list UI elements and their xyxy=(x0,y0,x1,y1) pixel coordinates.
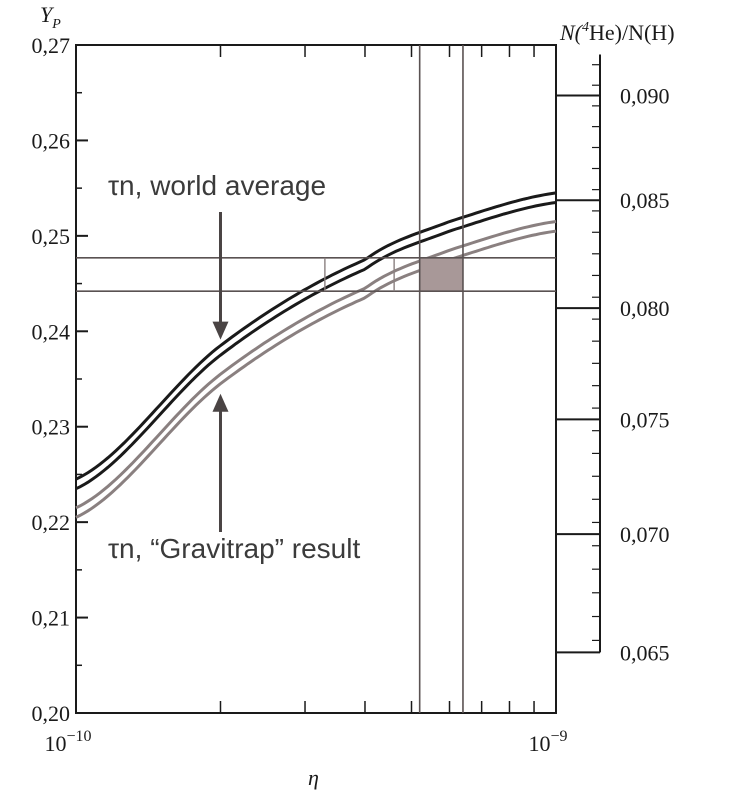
x-tick-label: 10−10 xyxy=(44,728,91,756)
y2-tick-label: 0,090 xyxy=(620,84,670,109)
y2-axis-title: N(4He)/N(H) xyxy=(559,20,675,45)
series-line-1 xyxy=(75,191,557,481)
x-tick-label: 10−9 xyxy=(528,728,567,756)
band-group xyxy=(76,45,556,713)
series-line-3 xyxy=(75,220,557,510)
y-tick-label: 0,27 xyxy=(32,33,71,58)
y2-tick-label: 0,065 xyxy=(620,640,670,665)
annotation-gravitrap: τn, “Gravitrap” result xyxy=(108,533,360,564)
annotation-group: τn, world average τn, “Gravitrap” result xyxy=(108,170,360,564)
plot-frame xyxy=(75,44,557,714)
y2-tick-label: 0,075 xyxy=(620,407,670,432)
y-tick-label: 0,21 xyxy=(32,606,71,631)
plot-area xyxy=(75,44,557,714)
annotation-world-average: τn, world average xyxy=(108,170,326,201)
shaded-region xyxy=(419,257,463,292)
series-line-2 xyxy=(75,201,557,491)
y-tick-label: 0,25 xyxy=(32,224,71,249)
y-tick-label: 0,26 xyxy=(32,128,71,153)
arrow-up-head xyxy=(212,393,229,412)
tick-group: 0,20 0,21 0,22 0,23 0,24 0,25 0,26 0,27 0,065 0,0… xyxy=(32,33,670,756)
y-tick-label: 0,23 xyxy=(32,415,71,440)
y2-tick-label: 0,085 xyxy=(620,188,670,213)
y-tick-label: 0,22 xyxy=(32,510,71,535)
series-line-4 xyxy=(75,229,557,519)
y-tick-label: 0,20 xyxy=(32,701,71,726)
arrow-down-head xyxy=(212,321,229,340)
y2-tick-label: 0,080 xyxy=(620,296,670,321)
x-axis-title: η xyxy=(308,765,319,790)
y2-tick-label: 0,070 xyxy=(620,522,670,547)
y-axis-title: YP xyxy=(40,2,61,32)
series-group xyxy=(75,191,557,519)
y-tick-label: 0,24 xyxy=(32,319,71,344)
